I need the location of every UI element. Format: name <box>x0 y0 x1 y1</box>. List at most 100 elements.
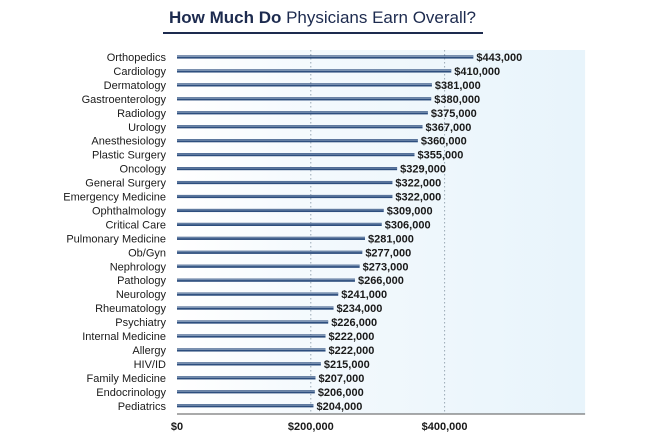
value-label: $273,000 <box>363 261 409 273</box>
bar-highlight <box>177 362 321 364</box>
chart-title: How Much Do Physicians Earn Overall? <box>0 8 645 28</box>
bar-highlight <box>177 69 452 71</box>
bar <box>177 404 314 408</box>
bar <box>177 208 384 213</box>
value-label: $381,000 <box>435 80 481 92</box>
x-tick-label: $200,000 <box>288 421 334 433</box>
value-label: $410,000 <box>454 66 500 78</box>
value-label: $226,000 <box>331 317 377 329</box>
bar-highlight <box>177 167 398 169</box>
value-label: $360,000 <box>421 136 467 148</box>
category-label: General Surgery <box>85 178 166 190</box>
bar <box>177 362 321 366</box>
category-label: Internal Medicine <box>82 331 166 343</box>
bar-highlight <box>177 139 418 141</box>
value-label: $222,000 <box>329 331 375 343</box>
bar-highlight <box>177 376 316 378</box>
value-label: $322,000 <box>395 178 441 190</box>
category-label: Psychiatry <box>115 317 166 329</box>
bar <box>177 139 418 143</box>
bar <box>177 236 365 240</box>
value-label: $367,000 <box>426 122 472 134</box>
category-labels: Orthopedics Cardiology Dermatology Gastroen… <box>63 52 166 413</box>
category-label: Pulmonary Medicine <box>66 233 166 245</box>
bar-highlight <box>177 307 334 308</box>
category-label: Family Medicine <box>87 373 166 385</box>
x-tick-label: $0 <box>171 421 183 433</box>
value-label: $355,000 <box>417 150 463 162</box>
value-label: $241,000 <box>341 289 387 301</box>
category-label: Radiology <box>117 108 166 120</box>
bar-highlight <box>177 223 382 225</box>
chart-title-bold: How Much Do <box>168 8 282 27</box>
bar <box>177 180 393 185</box>
bar-highlight <box>177 348 326 350</box>
bar-highlight <box>177 181 393 183</box>
value-label: $329,000 <box>400 164 446 176</box>
bar <box>177 334 326 338</box>
bar-highlight <box>177 83 432 85</box>
bar-highlight <box>177 404 314 406</box>
bar <box>177 222 382 226</box>
bar <box>177 97 432 101</box>
bar-highlight <box>177 279 355 281</box>
category-label: Neurology <box>116 289 167 301</box>
bar-highlight <box>177 56 474 57</box>
category-label: Nephrology <box>110 261 167 273</box>
gridlines <box>310 50 446 414</box>
chart-title-rest: Physicians Earn Overall? <box>281 8 477 27</box>
value-label: $207,000 <box>318 373 364 385</box>
category-label: Orthopedics <box>107 52 167 64</box>
value-label: $443,000 <box>476 52 522 64</box>
bar-highlight <box>177 265 360 267</box>
value-label: $375,000 <box>431 108 477 120</box>
bar <box>177 348 326 352</box>
value-label: $380,000 <box>434 94 480 106</box>
bar <box>177 320 329 324</box>
bar-highlight <box>177 209 384 211</box>
category-label: Ophthalmology <box>92 205 166 217</box>
category-label: Gastroenterology <box>82 94 167 106</box>
category-label: Endocrinology <box>96 387 166 399</box>
bar-highlight <box>177 293 339 295</box>
bar-highlight <box>177 195 393 197</box>
bar-highlight <box>177 251 363 253</box>
plot-area <box>177 50 586 414</box>
bar <box>177 306 334 310</box>
category-label: Pediatrics <box>118 401 167 413</box>
value-label: $215,000 <box>324 359 370 371</box>
bar <box>177 83 432 87</box>
bar-highlight <box>177 125 423 127</box>
category-label: Ob/Gyn <box>128 247 166 259</box>
value-label: $222,000 <box>329 345 375 357</box>
bar <box>177 292 339 296</box>
bar <box>177 194 393 199</box>
value-label: $277,000 <box>365 247 411 259</box>
value-label: $204,000 <box>316 401 362 413</box>
bar <box>177 153 415 157</box>
bar <box>177 250 363 254</box>
category-label: Urology <box>128 122 166 134</box>
bar <box>177 111 428 115</box>
category-label: Rheumatology <box>95 303 166 315</box>
bar <box>177 125 423 129</box>
category-label: Plastic Surgery <box>92 150 166 162</box>
bar <box>177 376 316 380</box>
bar-highlight <box>177 390 315 392</box>
category-label: Pathology <box>117 275 166 287</box>
category-label: Emergency Medicine <box>63 192 166 204</box>
value-label: $206,000 <box>318 387 364 399</box>
bar-highlight <box>177 335 326 336</box>
category-label: Dermatology <box>104 80 167 92</box>
x-tick-labels: $0 $200,000 $400,000 <box>171 421 468 433</box>
category-label: Allergy <box>132 345 166 357</box>
category-label: HIV/ID <box>134 359 166 371</box>
bar <box>177 167 398 171</box>
value-label: $306,000 <box>385 219 431 231</box>
bar-highlight <box>177 97 432 99</box>
bars <box>177 55 474 408</box>
value-label: $234,000 <box>337 303 383 315</box>
value-label: $266,000 <box>358 275 404 287</box>
bar-highlight <box>177 111 428 113</box>
